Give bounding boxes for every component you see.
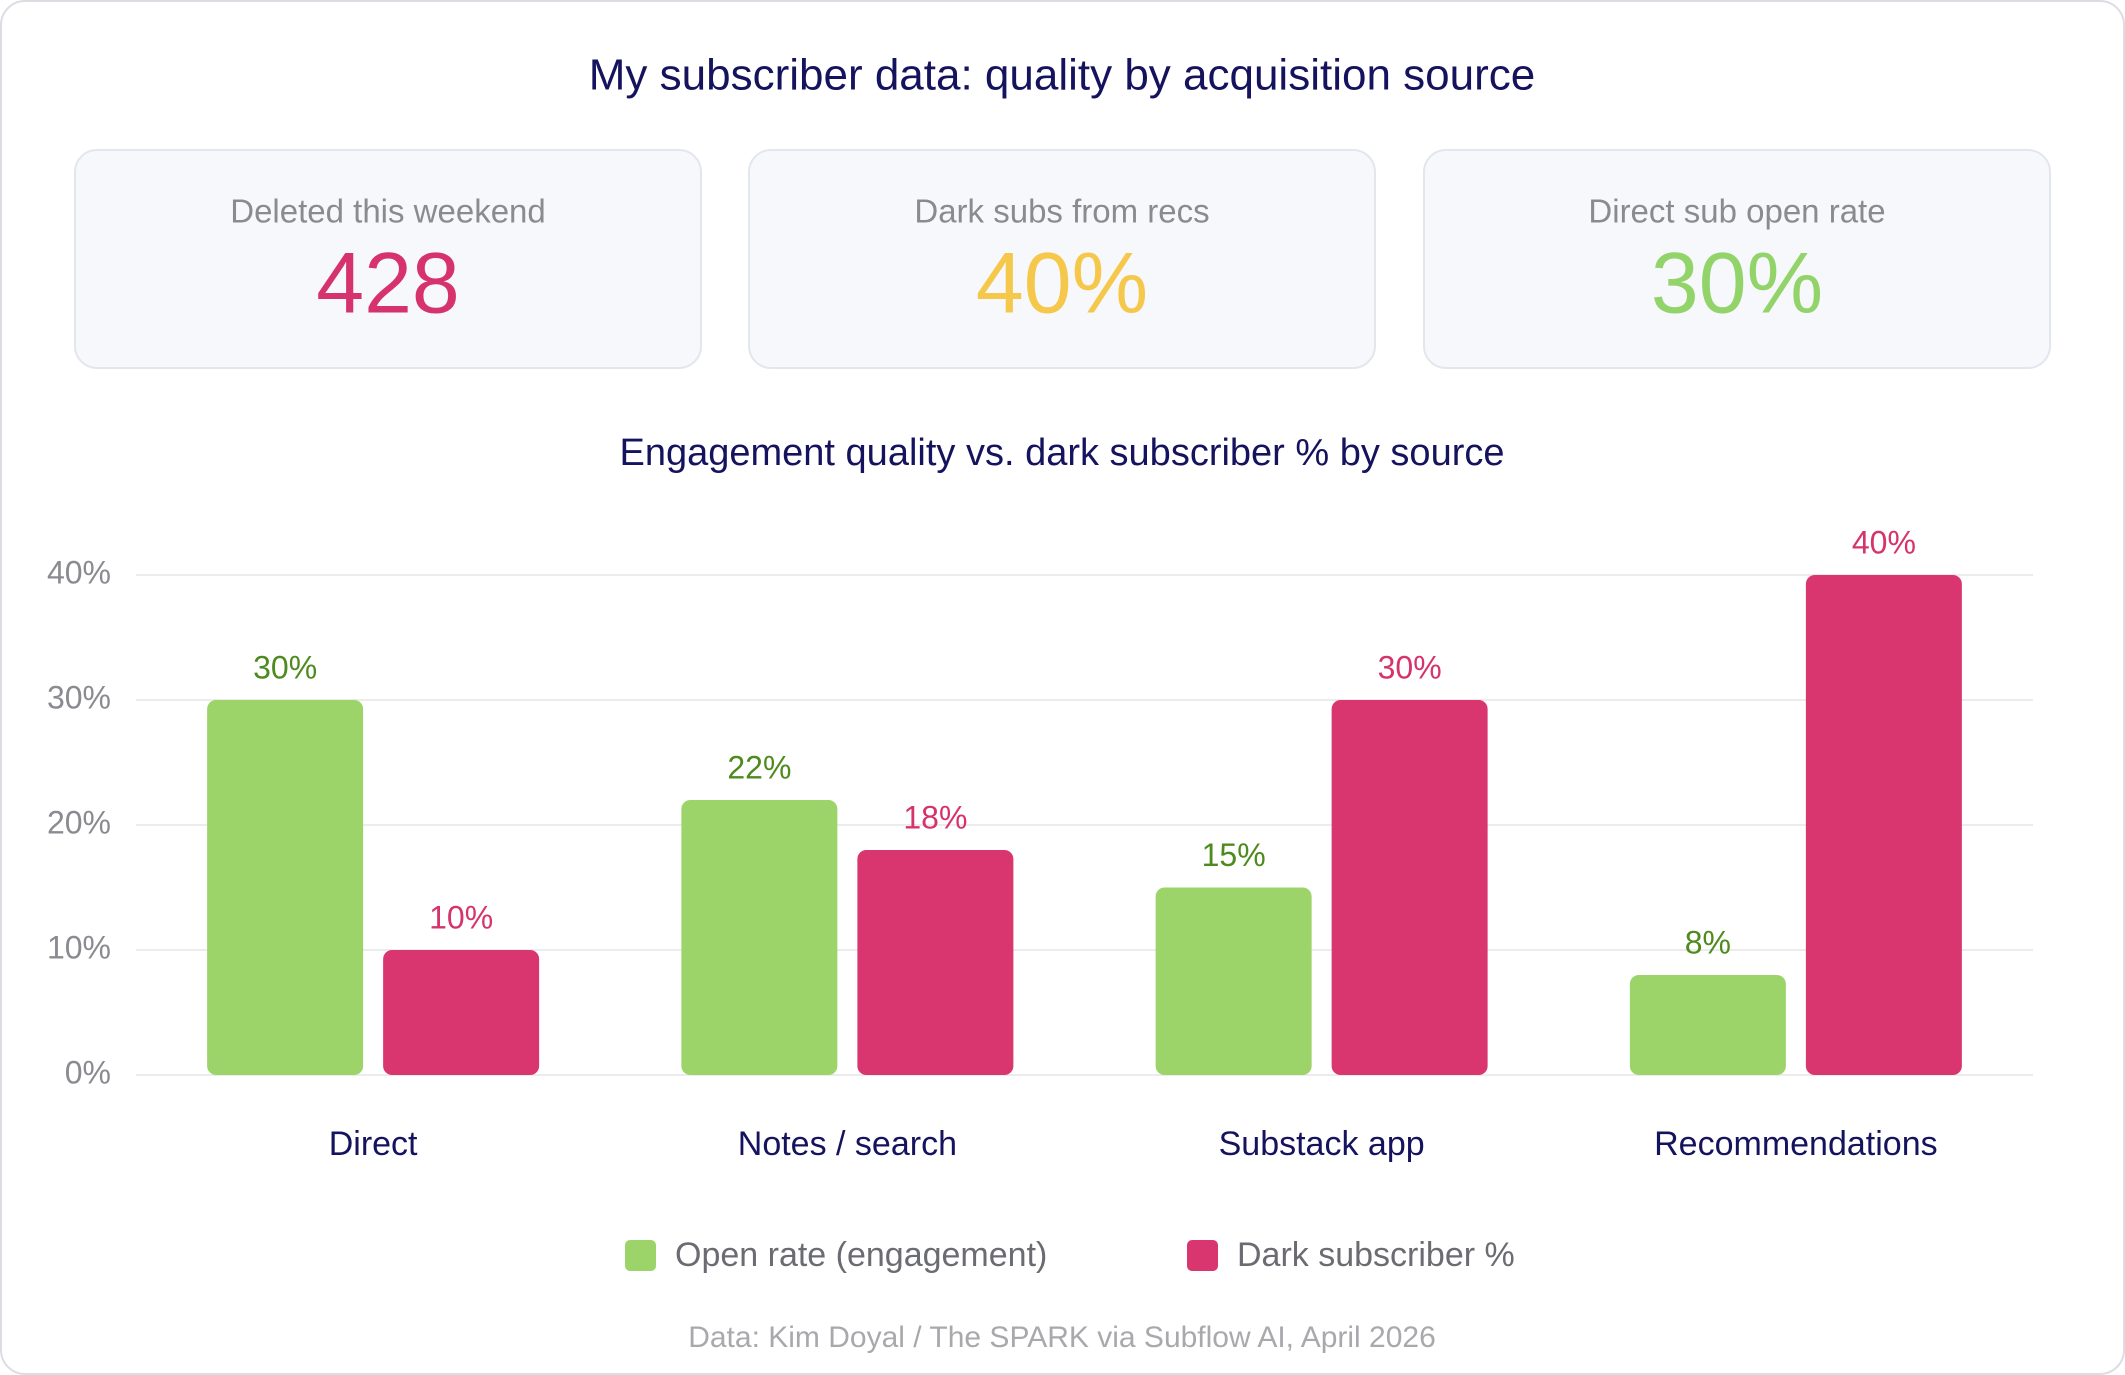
bar — [857, 850, 1014, 1075]
value-label: 8% — [1685, 924, 1731, 960]
chart-title: Engagement quality vs. dark subscriber %… — [620, 432, 1505, 474]
value-label: 30% — [1378, 649, 1442, 685]
kpi-label: Deleted this weekend — [230, 193, 546, 230]
kpi-row: Deleted this weekend 428 Dark subs from re… — [74, 149, 2051, 369]
value-label: 18% — [903, 799, 967, 835]
page-title: My subscriber data: quality by acquisiti… — [589, 51, 1535, 100]
value-label: 10% — [429, 899, 493, 935]
value-label: 15% — [1202, 837, 1266, 873]
x-tick-label: Notes / search — [738, 1125, 957, 1163]
value-label: 22% — [727, 749, 791, 785]
kpi-value: 428 — [316, 236, 460, 332]
legend-swatch — [1187, 1240, 1218, 1271]
y-tick-label: 0% — [65, 1054, 111, 1090]
value-label: 40% — [1852, 524, 1916, 560]
x-tick-label: Substack app — [1219, 1125, 1425, 1163]
kpi-card — [748, 149, 1376, 369]
bar — [681, 800, 838, 1075]
y-tick-label: 40% — [47, 554, 111, 590]
legend-label: Dark subscriber % — [1237, 1236, 1515, 1274]
bar — [1155, 887, 1312, 1075]
source-note: Data: Kim Doyal / The SPARK via Subflow … — [688, 1321, 1436, 1354]
bar — [1331, 700, 1488, 1075]
y-tick-label: 10% — [47, 929, 111, 965]
x-tick-label: Direct — [329, 1125, 418, 1163]
kpi-card — [1423, 149, 2051, 369]
legend-label: Open rate (engagement) — [675, 1236, 1047, 1274]
kpi-label: Direct sub open rate — [1588, 193, 1885, 230]
y-tick-label: 20% — [47, 804, 111, 840]
bar — [383, 950, 540, 1075]
y-tick-label: 30% — [47, 679, 111, 715]
bar — [1805, 575, 1962, 1075]
value-label: 30% — [253, 649, 317, 685]
kpi-card — [74, 149, 702, 369]
chart: 0% 10% 20% 30% 40% Direct 30% 10% Notes / search… — [47, 524, 2033, 1274]
legend-swatch — [625, 1240, 656, 1271]
kpi-label: Dark subs from recs — [914, 193, 1209, 230]
bar — [1629, 975, 1786, 1075]
x-tick-label: Recommendations — [1654, 1125, 1937, 1163]
kpi-value: 40% — [976, 236, 1148, 332]
bar — [207, 700, 364, 1075]
kpi-value: 30% — [1651, 236, 1823, 332]
